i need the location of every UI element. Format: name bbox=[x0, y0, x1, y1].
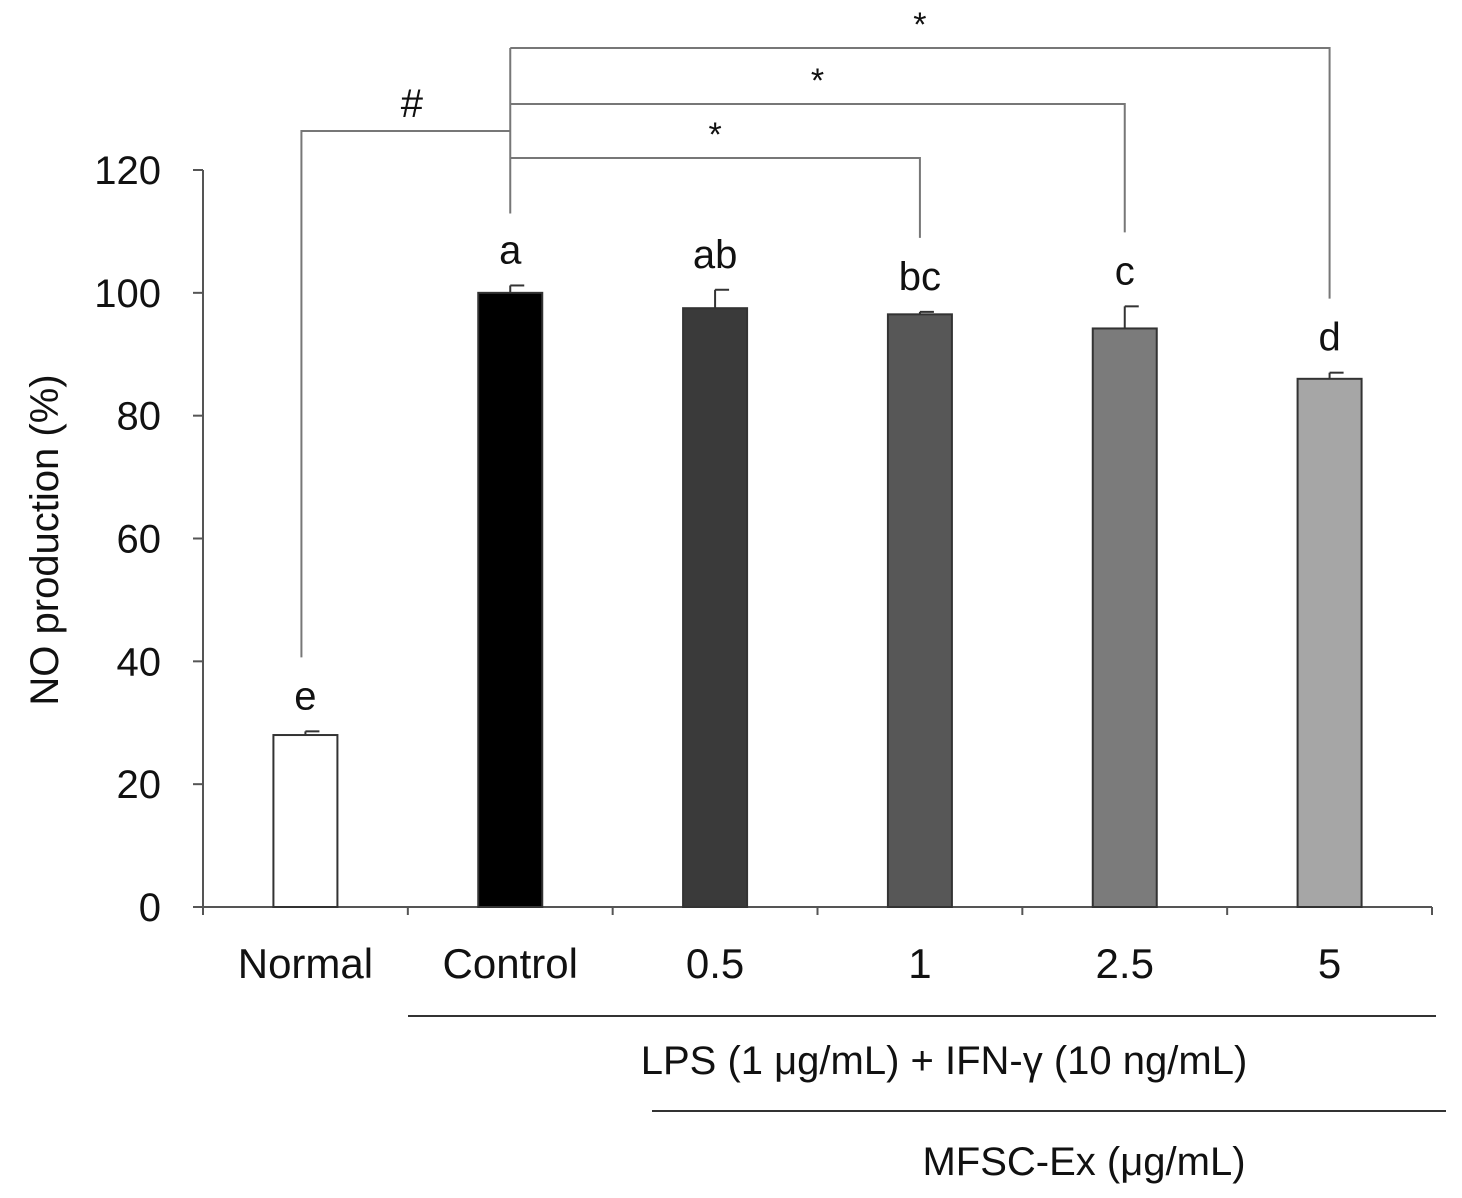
y-axis-label: NO production (%) bbox=[23, 374, 67, 705]
comparison-brackets: # * * * bbox=[300, 6, 1331, 658]
bar-1 bbox=[886, 313, 953, 908]
x-tick-label-control: Control bbox=[443, 940, 578, 987]
x-tick-label-0-5: 0.5 bbox=[686, 940, 744, 987]
y-tick-label-100: 100 bbox=[94, 272, 161, 316]
bar-normal bbox=[272, 734, 339, 908]
hash-bracket bbox=[300, 130, 511, 658]
bars bbox=[272, 291, 1363, 909]
letter-0-5: ab bbox=[693, 233, 738, 277]
star-bracket-2-5 bbox=[510, 103, 1126, 233]
x-tick-label-2-5: 2.5 bbox=[1096, 940, 1154, 987]
y-tick-label-0: 0 bbox=[139, 886, 161, 930]
error-bar-control bbox=[509, 284, 525, 293]
error-bar-1 bbox=[918, 310, 934, 315]
y-tick-label-60: 60 bbox=[117, 518, 162, 562]
bar-5 bbox=[1296, 377, 1363, 909]
error-bar-0-5 bbox=[714, 288, 730, 309]
error-bar-2-5 bbox=[1123, 305, 1139, 329]
x-tick-label-5: 5 bbox=[1318, 940, 1341, 987]
x-tick-label-1: 1 bbox=[908, 940, 931, 987]
error-bar-normal bbox=[304, 730, 320, 736]
hash-label: # bbox=[401, 82, 424, 126]
bar-0-5 bbox=[682, 307, 749, 908]
bar-2-5 bbox=[1091, 327, 1158, 908]
error-bar-5 bbox=[1328, 371, 1344, 379]
x-tick-label-normal: Normal bbox=[238, 940, 373, 987]
star-label-2-5: * bbox=[811, 62, 824, 100]
y-tick-label-80: 80 bbox=[117, 395, 162, 439]
star-label-5: * bbox=[913, 6, 926, 44]
letter-normal: e bbox=[294, 674, 316, 718]
x-ticks bbox=[202, 907, 1433, 915]
letter-2-5: c bbox=[1115, 249, 1135, 293]
star-bracket-1 bbox=[510, 157, 921, 238]
category-labels: Normal Control 0.5 1 2.5 5 bbox=[238, 940, 1342, 987]
treatment-label-mfsc: MFSC-Ex (μg/mL) bbox=[922, 1140, 1245, 1184]
letter-1: bc bbox=[899, 255, 941, 299]
bar-control bbox=[477, 291, 544, 909]
letter-5: d bbox=[1318, 316, 1340, 360]
y-tick-label-40: 40 bbox=[117, 640, 162, 684]
y-tick-label-120: 120 bbox=[94, 149, 161, 193]
y-tick-label-20: 20 bbox=[117, 763, 162, 807]
star-label-1: * bbox=[708, 116, 721, 154]
treatment-label-lps: LPS (1 μg/mL) + IFN-γ (10 ng/mL) bbox=[641, 1039, 1248, 1083]
star-bracket-5 bbox=[510, 47, 1331, 299]
error-bars bbox=[304, 284, 1344, 736]
y-ticks: 0 20 40 60 80 100 120 bbox=[94, 149, 203, 930]
letter-control: a bbox=[499, 228, 522, 272]
significance-letters: e a ab bc c d bbox=[294, 228, 1340, 718]
